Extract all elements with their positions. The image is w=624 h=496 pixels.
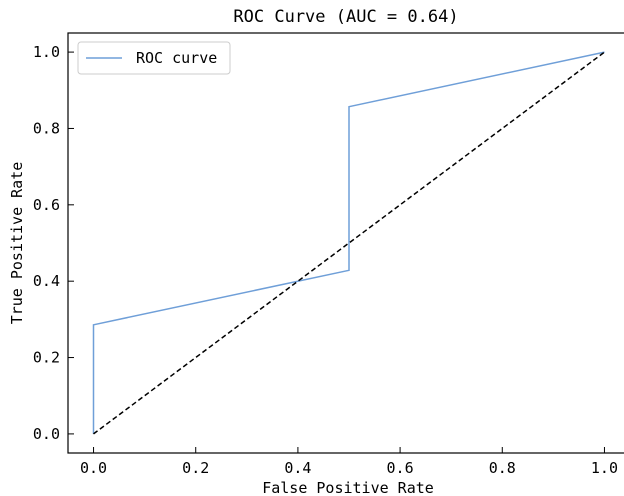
y-tick-label: 0.4 bbox=[33, 272, 60, 290]
x-tick-label: 0.6 bbox=[387, 459, 414, 477]
y-tick-label: 0.0 bbox=[33, 425, 60, 443]
x-tick-label: 0.0 bbox=[80, 459, 107, 477]
plot-frame bbox=[67, 32, 624, 454]
x-tick-label: 0.4 bbox=[284, 459, 311, 477]
series-layer bbox=[92, 51, 605, 435]
chance-diagonal-line bbox=[93, 51, 605, 435]
x-axis-ticks: 0.0 0.2 0.4 0.6 0.8 1.0 bbox=[80, 447, 618, 477]
x-tick-label: 1.0 bbox=[591, 459, 618, 477]
chart-title: ROC Curve (AUC = 0.64) bbox=[233, 7, 458, 27]
x-tick-label: 0.2 bbox=[182, 459, 209, 477]
y-axis-label: True Positive Rate bbox=[8, 162, 26, 325]
x-axis-label: False Positive Rate bbox=[262, 479, 434, 496]
roc-curve-line bbox=[92, 51, 605, 434]
legend-box bbox=[77, 41, 231, 75]
legend: ROC curve bbox=[77, 41, 231, 75]
y-tick-label: 0.2 bbox=[33, 349, 60, 367]
y-tick-label: 0.6 bbox=[33, 196, 60, 214]
x-tick-label: 0.8 bbox=[489, 459, 516, 477]
y-axis-ticks: 0.0 0.2 0.4 0.6 0.8 1.0 bbox=[33, 43, 74, 443]
y-tick-label: 0.8 bbox=[33, 119, 60, 137]
legend-label-roc-curve: ROC curve bbox=[136, 49, 217, 67]
y-tick-label: 1.0 bbox=[33, 43, 60, 61]
